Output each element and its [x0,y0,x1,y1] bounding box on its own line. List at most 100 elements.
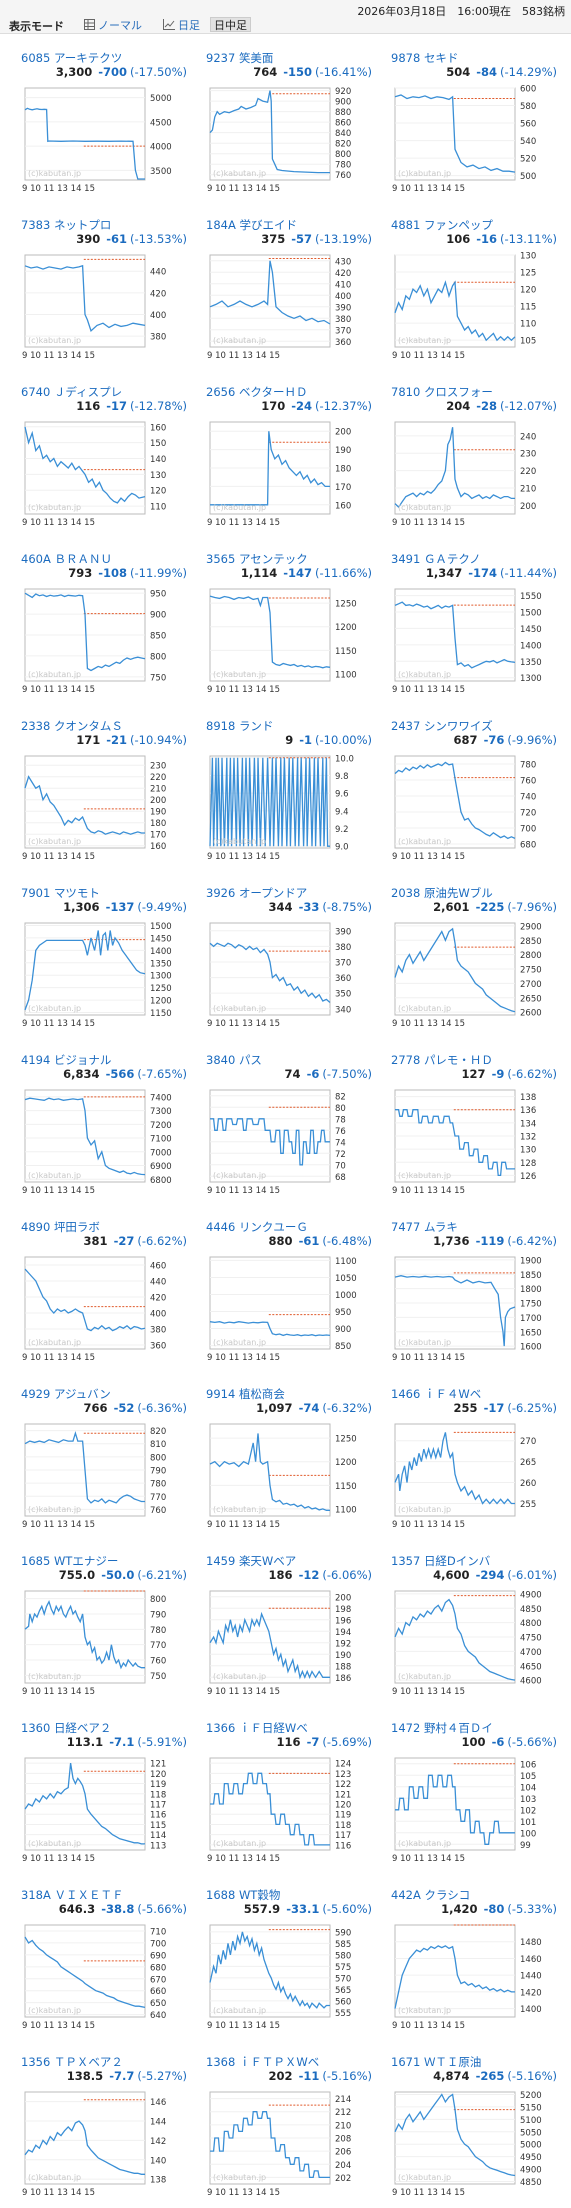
stock-link[interactable]: 3926 オープンドア [206,885,307,901]
stock-link[interactable]: 1466 ｉＦ４Wベ [391,1386,481,1402]
stock-card[interactable]: 7383 ネットプロ 390 -61 (-13.53%) 440 420 400 380 (c)… [13,205,193,371]
stock-link[interactable]: 4890 坪田ラボ [21,1219,100,1235]
intraday-chart[interactable]: 440 420 400 380 (c)kabutan.jp 9 10 11 13 14 1… [17,249,187,367]
stock-card[interactable]: 1366 ｉＦ日経Wベ 116 -7 (-5.69%) 124 123 122 121 120 1… [198,1708,378,1874]
stock-card[interactable]: 3840 パス 74 -6 (-7.50%) 82 80 78 76 74 72 70 68 (c)ka… [198,1040,378,1206]
intraday-chart[interactable]: 780 760 740 720 700 680 (c)kabutan.jp 9 10 11 1… [387,750,557,868]
mode-normal-button[interactable]: ノーマル [84,17,142,32]
stock-card[interactable]: 1459 楽天Wベア 186 -12 (-6.06%) 200 198 196 194 192 1… [198,1541,378,1707]
intraday-chart[interactable]: 130 125 120 115 110 105 (c)kabutan.jp 9 10 11 1… [387,249,557,367]
stock-link[interactable]: 7810 クロスフォー [391,384,493,400]
intraday-chart[interactable]: 390 380 370 360 350 340 (c)kabutan.jp 9 10 11 1… [202,917,372,1035]
intraday-chart[interactable]: 800 790 780 770 760 750 (c)kabutan.jp 9 10 11 1… [17,1585,187,1703]
stock-link[interactable]: 1688 WT穀物 [206,1887,280,1903]
intraday-chart[interactable]: 1500 1450 1400 1350 1300 1250 1200 1150 (c)kabut… [17,917,187,1035]
stock-card[interactable]: 4881 ファンペップ 106 -16 (-13.11%) 130 125 120 115 11… [383,205,563,371]
stock-link[interactable]: 3565 アセンテック [206,551,308,567]
stock-link[interactable]: 2656 ベクターＨＤ [206,384,307,400]
stock-card[interactable]: 3926 オープンドア 344 -33 (-8.75%) 390 380 370 360 350… [198,873,378,1039]
stock-card[interactable]: 6740 Ｊディスプレ 116 -17 (-12.78%) 160 150 140 130 12… [13,372,193,538]
intraday-chart[interactable]: 160 150 140 130 120 110 (c)kabutan.jp 9 10 11 1… [17,416,187,534]
stock-card[interactable]: 4446 リンクユーＧ 880 -61 (-6.48%) 1100 1050 1000 950… [198,1207,378,1373]
stock-link[interactable]: 2778 パレモ・ＨＤ [391,1052,493,1068]
stock-link[interactable]: 7383 ネットプロ [21,217,111,233]
intraday-chart[interactable]: 710 700 690 680 670 660 650 640 (c)kabutan.jp 9 1… [17,1919,187,2037]
stock-card[interactable]: 2437 シンワワイズ 687 -76 (-9.96%) 780 760 740 720 700… [383,706,563,872]
stock-card[interactable]: 1360 日経ベア２ 113.1 -7.1 (-5.91%) 121 120 119 118 1… [13,1708,193,1874]
stock-link[interactable]: 460A ＢＲＡＮＵ [21,551,112,567]
intraday-chart[interactable]: 1550 1500 1450 1400 1350 1300 (c)kabutan.jp 9 1… [387,583,557,701]
stock-card[interactable]: 2778 パレモ・ＨＤ 127 -9 (-6.62%) 138 136 134 132 130 1… [383,1040,563,1206]
stock-link[interactable]: 1472 野村４百Ｄイ [391,1720,493,1736]
stock-card[interactable]: 2656 ベクターＨＤ 170 -24 (-12.37%) 200 190 180 170 16… [198,372,378,538]
intraday-chart[interactable]: 146 144 142 140 138 (c)kabutan.jp 9 10 11 13 1… [17,2086,187,2204]
stock-card[interactable]: 2338 クオンタムＳ 171 -21 (-10.94%) 230 220 210 200 19… [13,706,193,872]
stock-link[interactable]: 9237 笑美面 [206,50,273,66]
intraday-chart[interactable]: 460 440 420 400 380 360 (c)kabutan.jp 9 10 11 1… [17,1251,187,1369]
stock-card[interactable]: 460A ＢＲＡＮＵ 793 -108 (-11.99%) 950 900 850 800 75… [13,539,193,705]
stock-link[interactable]: 7901 マツモト [21,885,100,901]
stock-link[interactable]: 1685 WTエナジー [21,1553,118,1569]
intraday-chart[interactable]: 1900 1850 1800 1750 1700 1650 1600 (c)kabutan.j… [387,1251,557,1369]
stock-link[interactable]: 1366 ｉＦ日経Wベ [206,1720,308,1736]
stock-card[interactable]: 7901 マツモト 1,306 -137 (-9.49%) 1500 1450 1400 13… [13,873,193,1039]
stock-card[interactable]: 1466 ｉＦ４Wベ 255 -17 (-6.25%) 270 265 260 255 (c)k… [383,1374,563,1540]
intraday-chart[interactable]: 200 190 180 170 160 (c)kabutan.jp 9 10 11 13 1… [202,416,372,534]
stock-card[interactable]: 318A ＶＩＸＥＴＦ 646.3 -38.8 (-5.66%) 710 700 690 68… [13,1875,193,2041]
intraday-chart[interactable]: 240 230 220 210 200 (c)kabutan.jp 9 10 11 13 1… [387,416,557,534]
stock-card[interactable]: 9237 笑美面 764 -150 (-16.41%) 920 900 880 860 840 8… [198,38,378,204]
stock-card[interactable]: 3491 ＧＡテクノ 1,347 -174 (-11.44%) 1550 1500 1450… [383,539,563,705]
stock-link[interactable]: 1671 ＷＴＩ原油 [391,2054,481,2070]
stock-link[interactable]: 442A クラシコ [391,1887,470,1903]
stock-card[interactable]: 4890 坪田ラボ 381 -27 (-6.62%) 460 440 420 400 380 36… [13,1207,193,1373]
stock-link[interactable]: 2338 クオンタムＳ [21,718,123,734]
mode-daily-button[interactable]: 日足 [163,17,200,32]
stock-link[interactable]: 4929 アジュバン [21,1386,111,1402]
stock-link[interactable]: 184A 学びエイド [206,217,297,233]
mode-intraday-button[interactable]: 日中足 [210,17,251,32]
stock-link[interactable]: 1459 楽天Wベア [206,1553,296,1569]
intraday-chart[interactable]: 4900 4850 4800 4750 4700 4650 4600 (c)kabutan.j… [387,1585,557,1703]
stock-card[interactable]: 3565 アセンテック 1,114 -147 (-11.66%) 1250 1200 115… [198,539,378,705]
stock-card[interactable]: 1356 ＴＰＸベア２ 138.5 -7.7 (-5.27%) 146 144 142 140… [13,2042,193,2208]
stock-card[interactable]: 7477 ムラキ 1,736 -119 (-6.42%) 1900 1850 1800 175… [383,1207,563,1373]
stock-card[interactable]: 184A 学びエイド 375 -57 (-13.19%) 430 420 410 400 390… [198,205,378,371]
stock-card[interactable]: 442A クラシコ 1,420 -80 (-5.33%) 1480 1460 1440 142… [383,1875,563,2041]
intraday-chart[interactable]: 1480 1460 1440 1420 1400 (c)kabutan.jp 9 10 11… [387,1919,557,2037]
stock-card[interactable]: 1688 WT穀物 557.9 -33.1 (-5.60%) 590 585 580 575 5… [198,1875,378,2041]
stock-card[interactable]: 1357 日経Dインバ 4,600 -294 (-6.01%) 4900 4850 4800… [383,1541,563,1707]
intraday-chart[interactable]: 600 580 560 540 520 500 (c)kabutan.jp 9 10 11 1… [387,82,557,200]
stock-card[interactable]: 9878 セキド 504 -84 (-14.29%) 600 580 560 540 520 50… [383,38,563,204]
stock-link[interactable]: 9878 セキド [391,50,458,66]
stock-link[interactable]: 7477 ムラキ [391,1219,458,1235]
stock-link[interactable]: 1356 ＴＰＸベア２ [21,2054,123,2070]
stock-link[interactable]: 1357 日経Dインバ [391,1553,490,1569]
stock-card[interactable]: 6085 アーキテクツ 3,300 -700 (-17.50%) 5000 4500 400… [13,38,193,204]
intraday-chart[interactable]: 214 212 210 208 206 204 202 (c)kabutan.jp 9 10 1… [202,2086,372,2204]
intraday-chart[interactable]: 1250 1200 1150 1100 (c)kabutan.jp 9 10 11 13 … [202,1418,372,1536]
stock-link[interactable]: 4446 リンクユーＧ [206,1219,308,1235]
intraday-chart[interactable]: 5200 5150 5100 5050 5000 4950 4900 4850 (c)kabut… [387,2086,557,2204]
stock-link[interactable]: 1368 ｉＦＴＰＸWベ [206,2054,319,2070]
stock-card[interactable]: 1472 野村４百Ｄイ 100 -6 (-5.66%) 106 105 104 103 102 1… [383,1708,563,1874]
stock-link[interactable]: 8918 ランド [206,718,273,734]
stock-card[interactable]: 8918 ランド 9 -1 (-10.00%) 10.0 9.8 9.6 9.4 9.2 9.0 (… [198,706,378,872]
intraday-chart[interactable]: 2900 2850 2800 2750 2700 2650 2600 (c)kabutan.j… [387,917,557,1035]
stock-link[interactable]: 3491 ＧＡテクノ [391,551,481,567]
stock-link[interactable]: 318A ＶＩＸＥＴＦ [21,1887,123,1903]
intraday-chart[interactable]: 7400 7300 7200 7100 7000 6900 6800 (c)kabutan.j… [17,1084,187,1202]
stock-card[interactable]: 9914 植松商会 1,097 -74 (-6.32%) 1250 1200 1150 110… [198,1374,378,1540]
stock-link[interactable]: 9914 植松商会 [206,1386,285,1402]
stock-card[interactable]: 4929 アジュバン 766 -52 (-6.36%) 820 810 800 790 780 7… [13,1374,193,1540]
stock-link[interactable]: 3840 パス [206,1052,262,1068]
stock-link[interactable]: 6085 アーキテクツ [21,50,122,66]
intraday-chart[interactable]: 270 265 260 255 (c)kabutan.jp 9 10 11 13 14 1… [387,1418,557,1536]
